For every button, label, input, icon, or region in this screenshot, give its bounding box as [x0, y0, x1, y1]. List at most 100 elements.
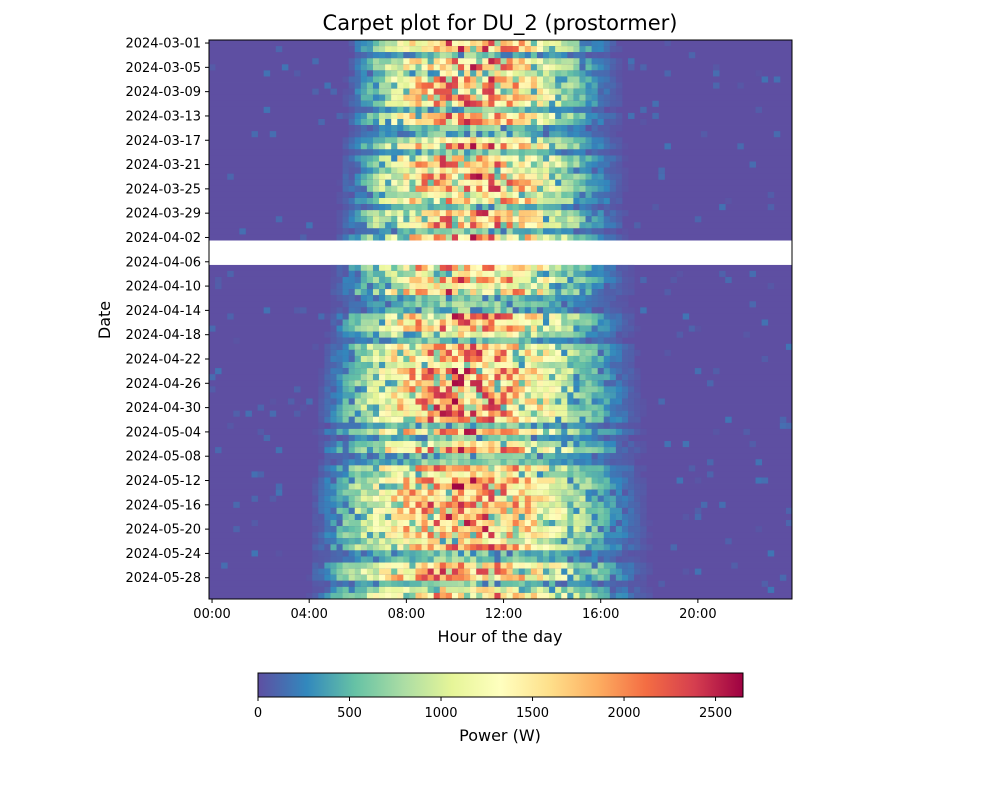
heatmap-cell [549, 502, 555, 508]
heatmap-cell [598, 411, 604, 417]
heatmap-cell [318, 587, 324, 593]
heatmap-cell [470, 550, 476, 556]
heatmap-cell [397, 459, 403, 465]
heatmap-cell [482, 58, 488, 64]
heatmap-cell [452, 477, 458, 483]
heatmap-cell [330, 581, 336, 587]
heatmap-cell [446, 95, 452, 101]
heatmap-cell [355, 289, 361, 295]
heatmap-cell [373, 593, 379, 599]
heatmap-cell [452, 283, 458, 289]
heatmap-cell [616, 76, 622, 82]
heatmap-cell [403, 289, 409, 295]
heatmap-cell [513, 380, 519, 386]
heatmap-cell [622, 465, 628, 471]
heatmap-cell [415, 234, 421, 240]
heatmap-cell [737, 143, 743, 149]
heatmap-row [209, 368, 792, 374]
heatmap-cell [446, 374, 452, 380]
heatmap-cell [610, 307, 616, 313]
heatmap-cell [507, 569, 513, 575]
heatmap-cell [549, 332, 555, 338]
heatmap-cell [567, 76, 573, 82]
heatmap-cell [233, 411, 239, 417]
heatmap-cell [422, 180, 428, 186]
heatmap-cell [470, 107, 476, 113]
heatmap-cell [464, 350, 470, 356]
heatmap-cell [397, 520, 403, 526]
heatmap-cell [689, 326, 695, 332]
heatmap-cell [531, 423, 537, 429]
heatmap-cell [349, 228, 355, 234]
heatmap-cell [452, 143, 458, 149]
heatmap-cell [349, 101, 355, 107]
heatmap-cell [415, 70, 421, 76]
heatmap-cell [415, 386, 421, 392]
heatmap-cell [537, 441, 543, 447]
heatmap-cell [367, 52, 373, 58]
heatmap-cell [561, 544, 567, 550]
heatmap-cell [604, 58, 610, 64]
heatmap-cell [507, 514, 513, 520]
heatmap-cell [415, 95, 421, 101]
heatmap-cell [361, 313, 367, 319]
heatmap-cell [579, 295, 585, 301]
heatmap-cell [409, 222, 415, 228]
heatmap-cell [464, 95, 470, 101]
heatmap-cell [494, 295, 500, 301]
heatmap-cell [470, 234, 476, 240]
heatmap-cell [367, 70, 373, 76]
heatmap-cell [470, 411, 476, 417]
heatmap-cell [391, 453, 397, 459]
heatmap-cell [501, 490, 507, 496]
heatmap-cell [458, 52, 464, 58]
heatmap-cell [476, 307, 482, 313]
heatmap-cell [494, 508, 500, 514]
heatmap-cell [567, 301, 573, 307]
heatmap-cell [403, 186, 409, 192]
heatmap-cell [464, 556, 470, 562]
heatmap-cell [628, 350, 634, 356]
heatmap-cell [537, 210, 543, 216]
heatmap-cell [519, 210, 525, 216]
heatmap-cell [586, 216, 592, 222]
heatmap-cell [361, 137, 367, 143]
heatmap-cell [391, 380, 397, 386]
heatmap-cell [434, 459, 440, 465]
heatmap-cell [415, 326, 421, 332]
heatmap-cell [379, 350, 385, 356]
heatmap-cell [616, 155, 622, 161]
heatmap-cell [428, 216, 434, 222]
heatmap-cell [440, 344, 446, 350]
heatmap-cell [318, 496, 324, 502]
heatmap-cell [403, 119, 409, 125]
heatmap-cell [385, 490, 391, 496]
heatmap-cell [373, 216, 379, 222]
heatmap-cell [373, 441, 379, 447]
heatmap-cell [592, 46, 598, 52]
heatmap-cell [482, 210, 488, 216]
y-tick-label: 2024-03-29 [125, 207, 201, 222]
heatmap-cell [513, 538, 519, 544]
heatmap-cell [403, 429, 409, 435]
heatmap-cell [567, 228, 573, 234]
heatmap-cell [567, 192, 573, 198]
heatmap-cell [579, 155, 585, 161]
heatmap-cell [264, 70, 270, 76]
heatmap-cell [513, 283, 519, 289]
heatmap-cell [428, 502, 434, 508]
heatmap-cell [446, 186, 452, 192]
heatmap-cell [422, 83, 428, 89]
heatmap-cell [488, 131, 494, 137]
heatmap-cell [355, 435, 361, 441]
heatmap-cell [610, 350, 616, 356]
heatmap-cell [318, 459, 324, 465]
heatmap-cell [537, 52, 543, 58]
heatmap-cell [628, 496, 634, 502]
heatmap-cell [422, 411, 428, 417]
heatmap-cell [422, 307, 428, 313]
heatmap-cell [664, 143, 670, 149]
heatmap-cell [373, 83, 379, 89]
heatmap-cell [452, 453, 458, 459]
heatmap-cell [379, 447, 385, 453]
